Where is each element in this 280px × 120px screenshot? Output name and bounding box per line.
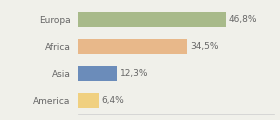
Text: 6,4%: 6,4%: [101, 96, 124, 105]
Bar: [78, 93, 99, 108]
Text: 34,5%: 34,5%: [190, 42, 218, 51]
Text: 46,8%: 46,8%: [229, 15, 257, 24]
Text: 12,3%: 12,3%: [120, 69, 148, 78]
Bar: [78, 12, 226, 27]
Bar: [78, 39, 188, 54]
Bar: [78, 66, 117, 81]
